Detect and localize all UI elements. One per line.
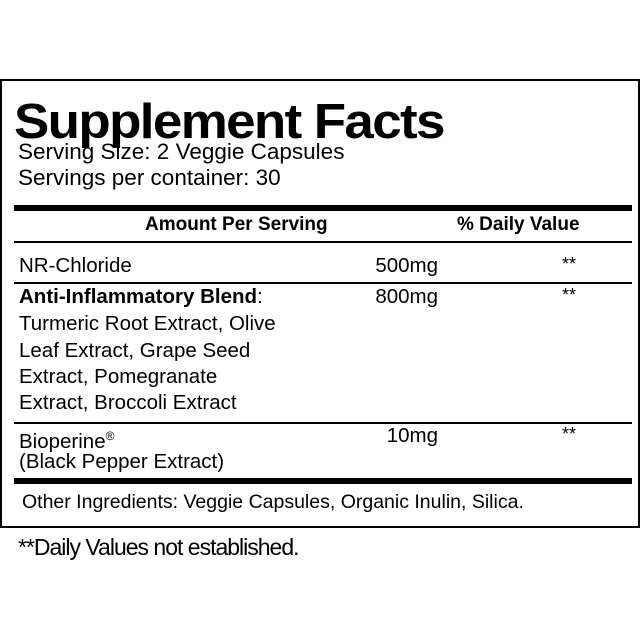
divider-thick	[14, 205, 632, 211]
footnote: **Daily Values not established.	[18, 534, 300, 560]
serving-size: Serving Size: 2 Veggie Capsules	[18, 139, 345, 164]
bioperine-amount: 10mg	[386, 424, 438, 447]
blend-sub: Turmeric Root Extract, Olive	[19, 312, 276, 335]
bioperine-name: Bioperine®	[19, 423, 114, 455]
blend-colon: :	[257, 285, 263, 308]
ingredient-dv: **	[562, 254, 577, 274]
supplement-facts-panel	[0, 79, 640, 528]
registered-mark: ®	[105, 429, 115, 443]
blend-title: Anti-Inflammatory Blend	[19, 285, 258, 308]
blend-sub: Extract, Broccoli Extract	[19, 391, 237, 414]
divider	[14, 422, 632, 424]
bioperine-sub: (Black Pepper Extract)	[19, 450, 225, 473]
bioperine-dv: **	[562, 424, 577, 444]
header-daily-value: % Daily Value	[457, 214, 580, 235]
blend-amount: 800mg	[375, 285, 438, 308]
divider	[14, 241, 632, 243]
ingredient-name: NR-Chloride	[19, 254, 132, 277]
blend-sub: Extract, Pomegranate	[19, 365, 218, 388]
ingredient-amount: 500mg	[375, 254, 438, 277]
bioperine-label: Bioperine	[19, 429, 106, 453]
header-amount: Amount Per Serving	[145, 214, 328, 235]
other-ingredients: Other Ingredients: Veggie Capsules, Orga…	[22, 491, 524, 513]
servings-per-container: Servings per container: 30	[18, 165, 281, 190]
divider	[14, 282, 632, 284]
blend-dv: **	[562, 285, 577, 305]
panel-title: Supplement Facts	[14, 95, 445, 149]
blend-sub: Leaf Extract, Grape Seed	[19, 338, 251, 362]
divider-thick	[14, 478, 632, 484]
blend-name: Anti-Inflammatory Blend:	[19, 284, 263, 311]
